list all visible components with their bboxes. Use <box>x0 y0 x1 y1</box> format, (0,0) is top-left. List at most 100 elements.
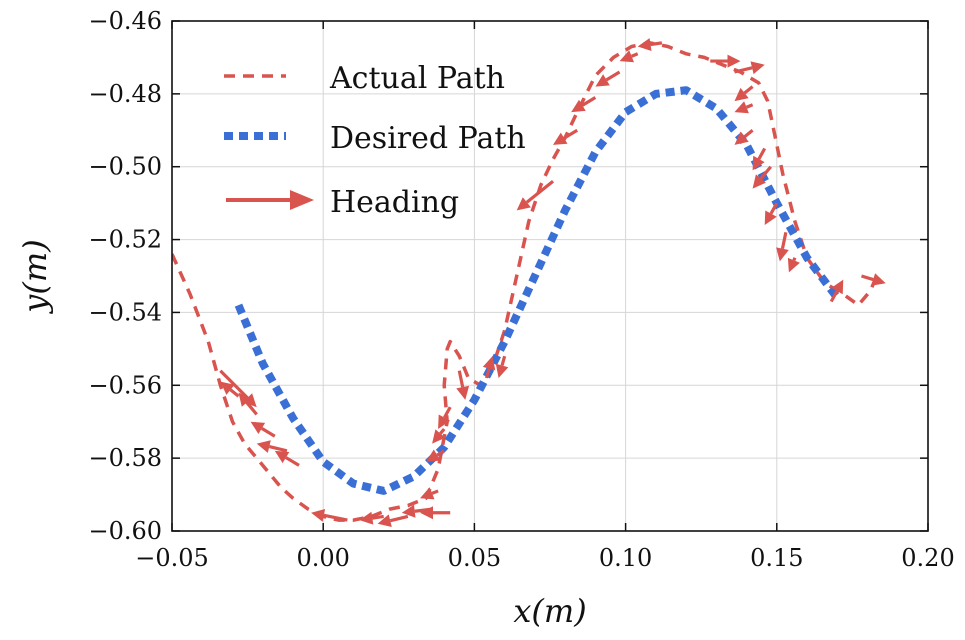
y-tick-label: −0.46 <box>88 7 162 35</box>
desired-path-line <box>234 86 841 495</box>
heading-arrow <box>238 392 258 416</box>
heading-arrow-head <box>752 155 765 171</box>
x-tick-label: −0.05 <box>135 544 209 572</box>
heading-arrow <box>495 355 509 378</box>
heading-arrow-shaft <box>743 129 754 138</box>
heading-arrow-head <box>727 54 741 68</box>
heading-arrow-shaft <box>484 368 491 379</box>
heading-arrow-head <box>220 381 235 395</box>
heading-arrow-head <box>871 273 886 286</box>
heading-arrow-head <box>274 450 290 464</box>
heading-arrow-head <box>619 50 634 63</box>
y-tick-label: −0.48 <box>88 80 162 108</box>
heading-arrow <box>734 61 765 75</box>
heading-arrow-head <box>787 257 800 273</box>
heading-arrow-head <box>256 440 271 453</box>
legend-heading-swatch <box>226 190 314 210</box>
heading-arrow-shaft <box>581 96 597 107</box>
heading-arrow-head <box>734 101 749 114</box>
heading-arrow <box>571 96 597 113</box>
heading-arrow-head <box>516 197 531 211</box>
y-tick-label: −0.60 <box>88 517 162 545</box>
heading-arrow <box>776 231 789 262</box>
heading-arrow-shaft <box>229 388 240 398</box>
y-tick-label: −0.56 <box>88 371 162 399</box>
heading-arrow-shaft <box>268 445 288 453</box>
heading-arrow-head <box>571 99 586 113</box>
heading-arrow-shaft <box>745 103 754 109</box>
heading-arrow-shaft <box>605 70 621 82</box>
heading-arrow <box>829 279 844 303</box>
heading-arrow-shaft <box>323 513 348 522</box>
y-tick-label: −0.54 <box>88 298 162 326</box>
heading-arrow <box>861 273 886 286</box>
heading-arrow-head <box>831 279 844 295</box>
heading-arrow-shaft <box>861 274 874 282</box>
heading-arrow-head <box>438 414 451 429</box>
heading-arrow <box>752 165 772 189</box>
heading-arrow-shaft <box>436 449 445 457</box>
heading-arrow <box>456 370 470 400</box>
heading-arrow-shaft <box>439 427 446 435</box>
heading-arrow <box>377 514 409 527</box>
heading-arrow-head <box>238 392 252 407</box>
heading-arrow-shaft <box>757 147 767 160</box>
heading-arrow-shaft <box>219 369 249 400</box>
heading-arrow-head <box>359 511 374 525</box>
heading-arrow-head <box>482 356 496 371</box>
heading-arrow-shaft <box>780 231 788 250</box>
heading-arrow-shaft <box>431 489 439 495</box>
heading-arrow <box>250 421 276 438</box>
heading-arrow <box>734 129 754 145</box>
heading-arrow <box>274 450 300 467</box>
heading-arrow-head <box>401 504 416 518</box>
heading-arrow-head <box>734 87 749 102</box>
heading-arrow <box>420 487 439 500</box>
heading-arrow <box>734 85 754 102</box>
heading-arrow-head <box>750 61 765 75</box>
y-axis-title: y(m) <box>16 239 54 314</box>
heading-arrow-shaft <box>525 180 555 204</box>
legend-heading-label: Heading <box>330 185 459 220</box>
heading-arrow <box>256 440 288 453</box>
plot-frame <box>171 20 929 532</box>
heading-arrow <box>438 406 452 429</box>
heading-arrow-shaft <box>260 427 276 438</box>
heading-arrow-head <box>432 429 446 444</box>
heading-arrow <box>637 38 663 51</box>
x-axis-title: x(m) <box>513 592 586 630</box>
legend-heading-arrow-head <box>290 190 314 210</box>
heading-arrow-head <box>377 514 392 527</box>
heading-arrow-shaft <box>743 85 754 95</box>
heading-arrow <box>220 381 240 398</box>
axis-ticks: −0.05 0.00 0.05 0.10 0.15 0.20 −0.46 −0.48 −0.50… <box>88 7 954 572</box>
heading-arrow-head <box>734 131 749 145</box>
heading-arrow-shaft <box>759 165 772 180</box>
heading-arrow-head <box>456 385 470 400</box>
plot-area <box>172 38 886 527</box>
heading-arrow <box>432 427 446 444</box>
heading-arrow <box>311 509 348 522</box>
heading-arrow <box>752 147 767 171</box>
legend: Actual Path Desired Path Heading <box>224 61 526 220</box>
heading-arrow-shaft <box>500 355 507 366</box>
heading-arrow-head <box>752 174 766 189</box>
heading-arrow <box>787 257 800 273</box>
y-tick-label: −0.58 <box>88 444 162 472</box>
heading-arrow-head <box>595 74 610 87</box>
heading-arrow-head <box>420 506 433 520</box>
heading-arrow-head <box>250 421 266 434</box>
heading-arrow-shaft <box>389 514 409 523</box>
heading-arrow <box>516 180 555 211</box>
heading-arrow-head <box>764 210 777 225</box>
heading-arrow <box>482 356 496 379</box>
y-tick-label: −0.50 <box>88 153 162 181</box>
heading-arrow <box>420 506 451 520</box>
heading-arrow-head <box>420 487 435 500</box>
x-tick-label: 0.00 <box>296 544 349 572</box>
heading-arrow-shaft <box>443 406 452 419</box>
heading-arrow-head <box>495 363 509 378</box>
heading-arrow-shaft <box>285 456 300 467</box>
heading-arrow-head <box>553 132 568 145</box>
